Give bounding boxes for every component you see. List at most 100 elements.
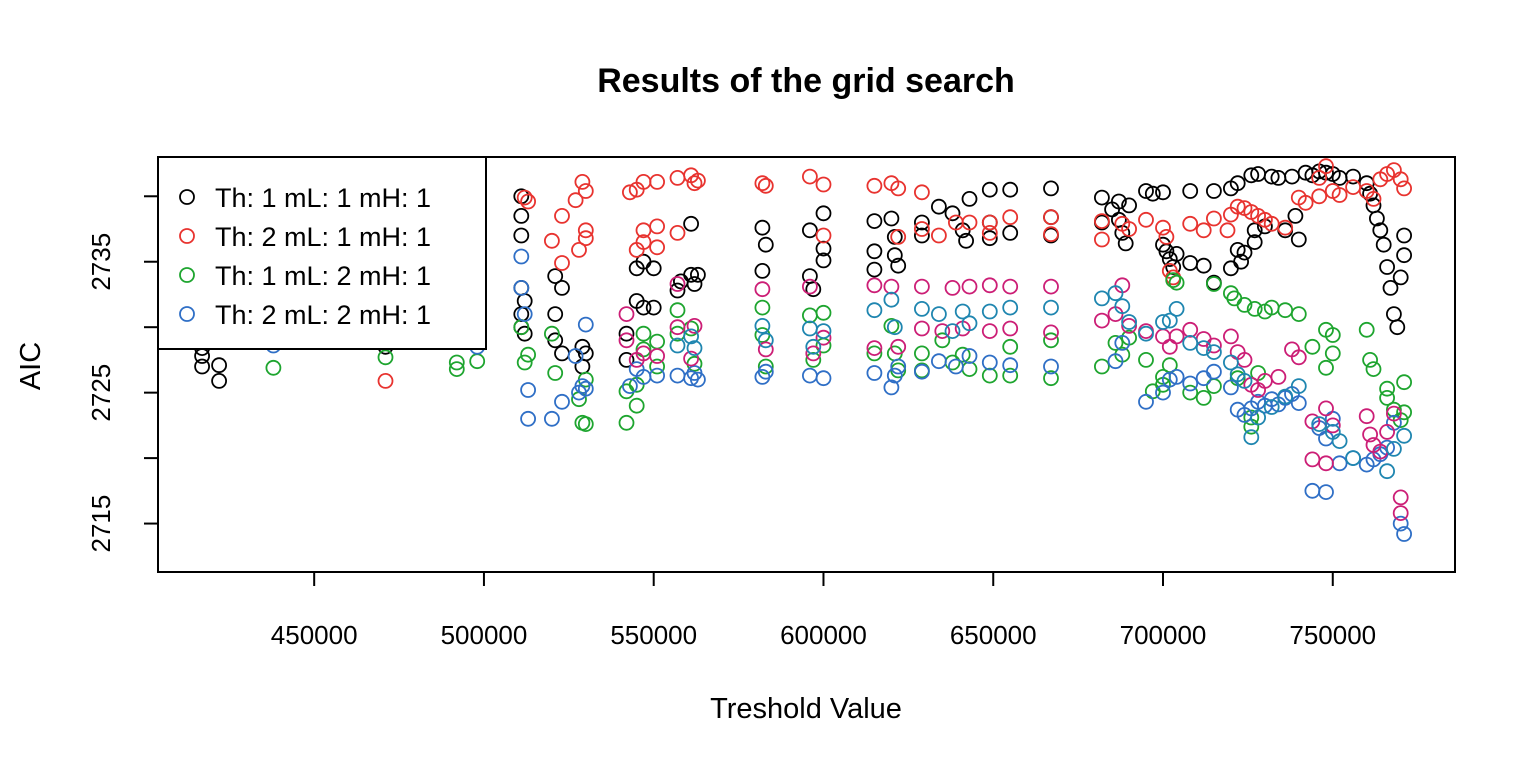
data-point (622, 378, 638, 395)
data-point (1392, 505, 1409, 521)
data-point (757, 332, 774, 349)
data-point (1155, 384, 1171, 401)
data-point (1182, 334, 1199, 351)
data-point (1396, 247, 1412, 264)
data-point (1138, 183, 1154, 199)
data-point (1369, 210, 1385, 227)
data-point (1168, 328, 1185, 345)
data-point (1243, 429, 1260, 446)
x-tick-label: 650000 (950, 620, 1037, 650)
data-point (683, 350, 699, 367)
data-point (683, 266, 699, 283)
data-point (757, 236, 774, 253)
x-tick-label: 750000 (1289, 620, 1376, 650)
data-point (1094, 358, 1110, 375)
data-point (1372, 222, 1389, 239)
data-point (1094, 189, 1110, 206)
data-point (1375, 236, 1392, 253)
data-point (1002, 209, 1019, 226)
data-point (1182, 215, 1199, 232)
data-point (815, 205, 832, 222)
data-point (883, 291, 900, 308)
data-point (1114, 334, 1131, 351)
data-point (866, 345, 883, 362)
data-point (1168, 245, 1185, 262)
data-point (866, 261, 883, 278)
data-point (1277, 302, 1294, 319)
legend-marker (179, 306, 195, 322)
data-point (1331, 433, 1348, 450)
data-point (1107, 353, 1124, 370)
data-point (802, 222, 818, 239)
data-point (1246, 234, 1263, 251)
data-point (1043, 278, 1059, 295)
data-point (914, 345, 930, 362)
data-point (577, 183, 594, 199)
data-point (1121, 221, 1137, 237)
data-point (635, 234, 652, 251)
data-point (886, 319, 903, 336)
data-point (1165, 272, 1182, 289)
data-point (934, 332, 951, 349)
data-point (547, 306, 564, 323)
data-point (757, 363, 774, 380)
data-point (690, 172, 706, 189)
data-point (1284, 168, 1300, 185)
data-point (1290, 395, 1307, 412)
data-point (1318, 455, 1334, 472)
data-point (1168, 274, 1185, 291)
data-point (690, 266, 706, 283)
data-point (520, 193, 536, 210)
data-point (1290, 306, 1307, 323)
data-point (1043, 358, 1059, 375)
legend-marker (179, 189, 195, 205)
data-point (866, 177, 883, 194)
data-point (649, 358, 665, 375)
data-point (1161, 371, 1178, 388)
data-point (1223, 354, 1239, 371)
data-point (1318, 400, 1334, 417)
data-point (890, 228, 907, 245)
data-point (1094, 290, 1110, 307)
data-point (547, 268, 564, 285)
series-5 (618, 276, 1409, 521)
data-point (1107, 334, 1124, 351)
data-point (1182, 183, 1199, 199)
data-point (805, 338, 822, 355)
data-point (513, 279, 530, 296)
data-point (754, 317, 771, 334)
data-point (1379, 389, 1395, 406)
data-point (1155, 184, 1171, 201)
data-point (1318, 484, 1334, 501)
data-point (1121, 317, 1137, 334)
data-point (1290, 378, 1307, 395)
data-point (649, 367, 665, 384)
data-point (1155, 314, 1171, 330)
legend-label: Th: 2 mL: 2 mH: 1 (215, 300, 431, 330)
x-axis-label: Treshold Value (710, 693, 902, 725)
data-point (754, 175, 771, 192)
data-point (1002, 299, 1019, 316)
y-axis-label: AIC (15, 342, 47, 390)
data-point (686, 276, 703, 292)
data-point (1396, 227, 1412, 244)
data-point (649, 239, 665, 256)
series-6 (669, 285, 1412, 480)
data-point (567, 192, 584, 209)
data-point (1094, 213, 1110, 230)
data-point (1229, 175, 1246, 192)
data-point (649, 333, 665, 350)
data-point (802, 320, 818, 337)
data-point (1206, 276, 1222, 292)
data-point (574, 358, 591, 375)
data-point (931, 306, 947, 323)
data-point (1111, 193, 1127, 210)
data-point (1379, 463, 1395, 480)
y-tick-label: 2735 (86, 233, 116, 291)
data-point (469, 353, 486, 370)
data-point (1219, 222, 1236, 239)
data-point (1304, 413, 1321, 430)
data-point (961, 348, 978, 364)
data-point (1396, 427, 1412, 444)
data-point (1155, 328, 1171, 345)
